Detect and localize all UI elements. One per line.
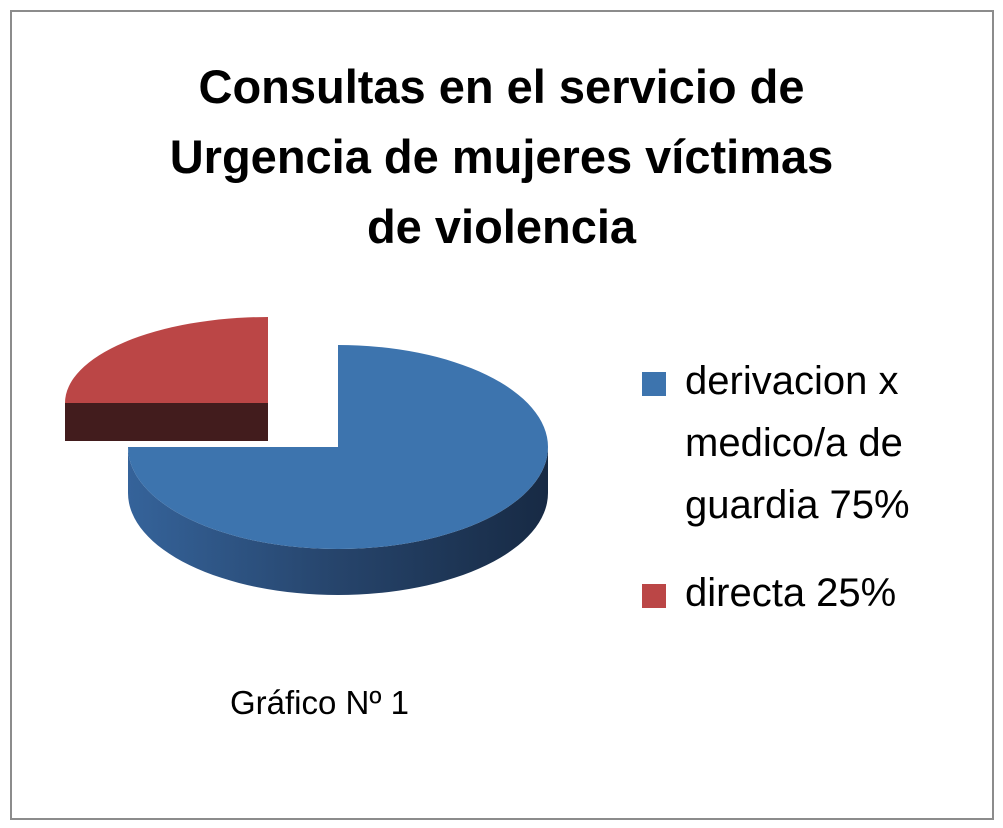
title-line-2: Urgencia de mujeres víctimas <box>169 130 834 183</box>
title-line-3: de violencia <box>366 200 637 253</box>
slice-derivacion <box>128 345 548 549</box>
slice-derivacion-side <box>128 447 548 595</box>
legend-swatch-red <box>642 584 666 608</box>
title-line-1: Consultas en el servicio de <box>198 60 805 113</box>
chart-title: Consultas en el servicio de Urgencia de … <box>0 52 1003 262</box>
chart-caption: Gráfico Nº 1 <box>230 684 409 721</box>
slice-directa-side <box>65 403 268 441</box>
legend-label: derivacion x medico/a de guardia 75% <box>685 359 910 527</box>
legend-label: directa 25% <box>685 571 897 615</box>
slice-directa <box>65 317 268 403</box>
legend-swatch-blue <box>642 372 666 396</box>
